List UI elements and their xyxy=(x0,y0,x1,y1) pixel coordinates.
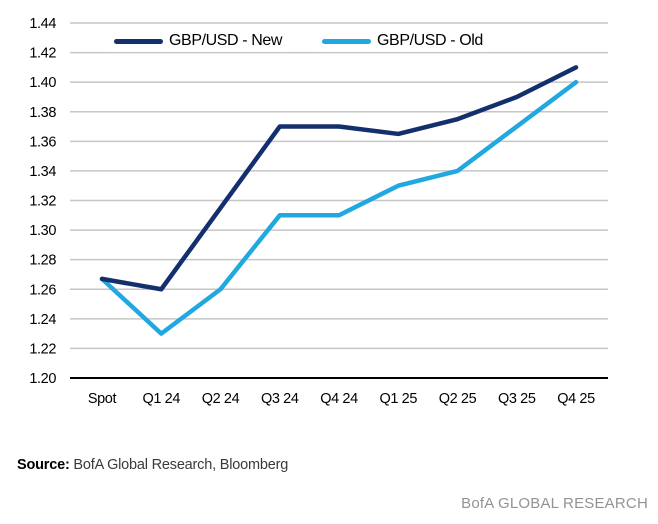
x-tick-label: Q3 24 xyxy=(261,391,299,407)
y-tick-label: 1.22 xyxy=(29,341,56,357)
y-tick-label: 1.24 xyxy=(29,312,56,328)
y-tick-label: 1.32 xyxy=(29,194,56,210)
y-tick-label: 1.26 xyxy=(29,282,56,298)
x-tick-label: Q1 24 xyxy=(143,391,181,407)
y-tick-label: 1.30 xyxy=(29,223,56,239)
x-tick-label: Q3 25 xyxy=(498,391,536,407)
x-tick-label: Q2 25 xyxy=(439,391,477,407)
x-tick-label: Q4 24 xyxy=(320,391,358,407)
y-tick-label: 1.36 xyxy=(29,134,56,150)
source-note: Source: BofA Global Research, Bloomberg xyxy=(17,457,288,473)
y-tick-label: 1.42 xyxy=(29,46,56,62)
source-text: BofA Global Research, Bloomberg xyxy=(69,457,289,473)
y-tick-label: 1.28 xyxy=(29,253,56,269)
brand-mark: BofA GLOBAL RESEARCH xyxy=(461,495,648,512)
y-tick-label: 1.20 xyxy=(29,371,56,387)
y-tick-label: 1.38 xyxy=(29,105,56,121)
y-tick-label: 1.34 xyxy=(29,164,56,180)
series-line-gbp-usd-new xyxy=(99,65,579,292)
x-tick-label: Q4 25 xyxy=(557,391,595,407)
x-tick-label: Q2 24 xyxy=(202,391,240,407)
series-line-gbp-usd-old xyxy=(99,79,579,336)
y-tick-label: 1.44 xyxy=(29,16,56,32)
source-label: Source: xyxy=(17,457,70,473)
x-tick-label: Q1 25 xyxy=(380,391,418,407)
y-tick-label: 1.40 xyxy=(29,75,56,91)
x-tick-label: Spot xyxy=(88,391,117,407)
